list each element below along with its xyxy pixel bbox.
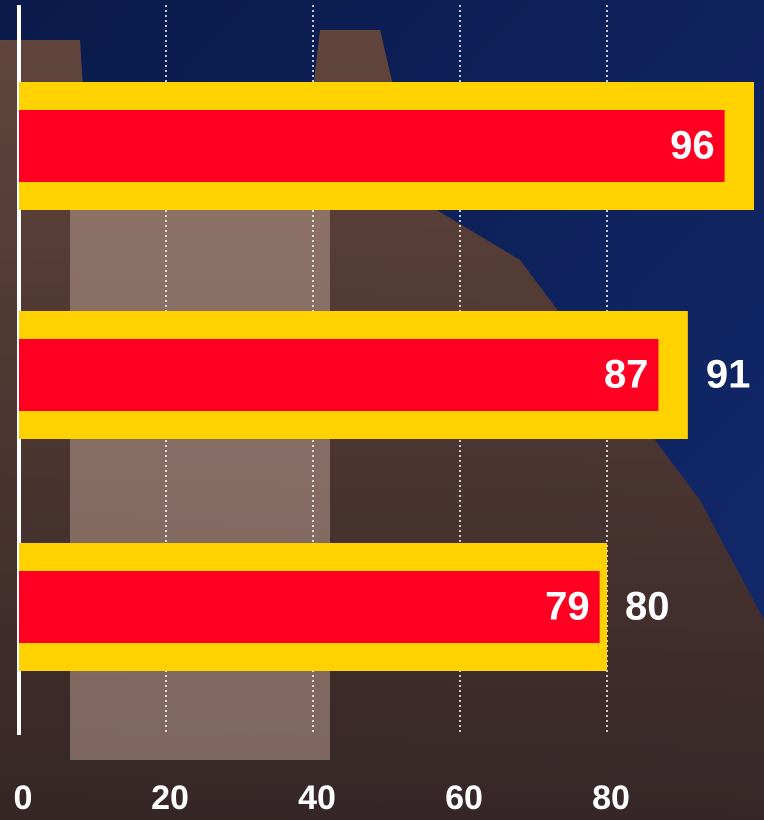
x-tick-label: 80 [592,779,630,817]
x-tick-label: 0 [14,779,33,817]
x-tick-label: 60 [445,779,483,817]
value-label: 91 [706,353,751,397]
bar-inner [19,571,600,643]
value-label: 96 [670,124,715,168]
plot-area: 0 20 40 60 80 96 91 87 80 79 [14,5,754,817]
value-label: 80 [625,585,670,629]
bar-inner [19,339,659,411]
x-tick-label: 20 [151,779,189,817]
value-label: 79 [545,585,590,629]
x-tick-label: 40 [298,779,336,817]
building-facade [70,200,330,760]
bar-inner [19,110,725,182]
value-label: 87 [604,353,649,397]
